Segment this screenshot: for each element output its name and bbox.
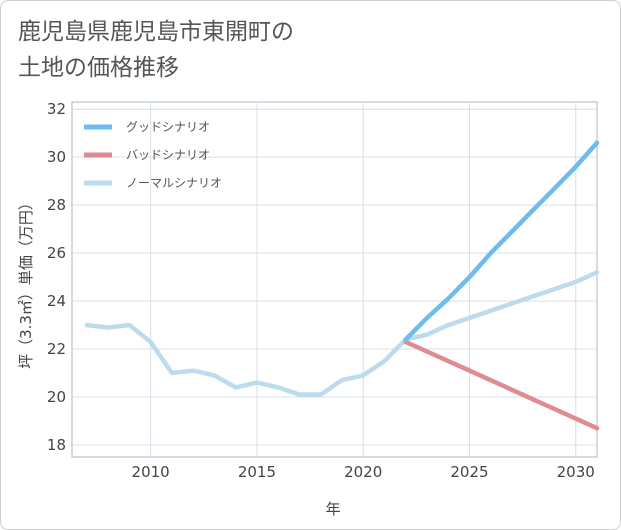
y-tick-labels: 18 20 22 24 26 28 30 32: [47, 100, 66, 454]
plot-area: [71, 101, 598, 458]
series-lines: [84, 140, 600, 431]
chart-title-line-2: 土地の価格推移: [18, 55, 179, 81]
x-tick-label: 2010: [132, 463, 170, 481]
x-axis-label: 年: [325, 500, 340, 518]
y-tick-label: 22: [47, 340, 66, 358]
normal-scenario-line: [84, 270, 600, 397]
y-tick-label: 20: [47, 388, 66, 406]
chart-title-line-1: 鹿児島県鹿児島市東開町の: [18, 19, 294, 45]
legend: グッドシナリオ バッドシナリオ ノーマルシナリオ: [84, 120, 222, 190]
legend-label-good: グッドシナリオ: [126, 120, 210, 134]
y-tick-label: 28: [47, 196, 66, 214]
y-tick-label: 24: [47, 292, 66, 310]
y-axis-label: 坪（3.3㎡）単価（万円）: [17, 195, 35, 369]
legend-label-bad: バッドシナリオ: [126, 148, 210, 162]
y-tick-label: 18: [47, 436, 66, 454]
x-tick-label: 2030: [557, 463, 595, 481]
x-tick-label: 2015: [238, 463, 276, 481]
chart-title: 鹿児島県鹿児島市東開町の 土地の価格推移: [18, 14, 294, 86]
bad-scenario-line: [403, 339, 600, 431]
y-tick-label: 26: [47, 244, 66, 262]
grid-lines: [72, 102, 597, 457]
good-scenario-line: [403, 140, 600, 342]
x-tick-label: 2020: [344, 463, 382, 481]
y-tick-label: 30: [47, 148, 66, 166]
x-tick-labels: 2010 2015 2020 2025 2030: [132, 463, 595, 481]
legend-label-normal: ノーマルシナリオ: [126, 176, 222, 190]
y-tick-label: 32: [47, 100, 66, 118]
x-tick-label: 2025: [450, 463, 488, 481]
